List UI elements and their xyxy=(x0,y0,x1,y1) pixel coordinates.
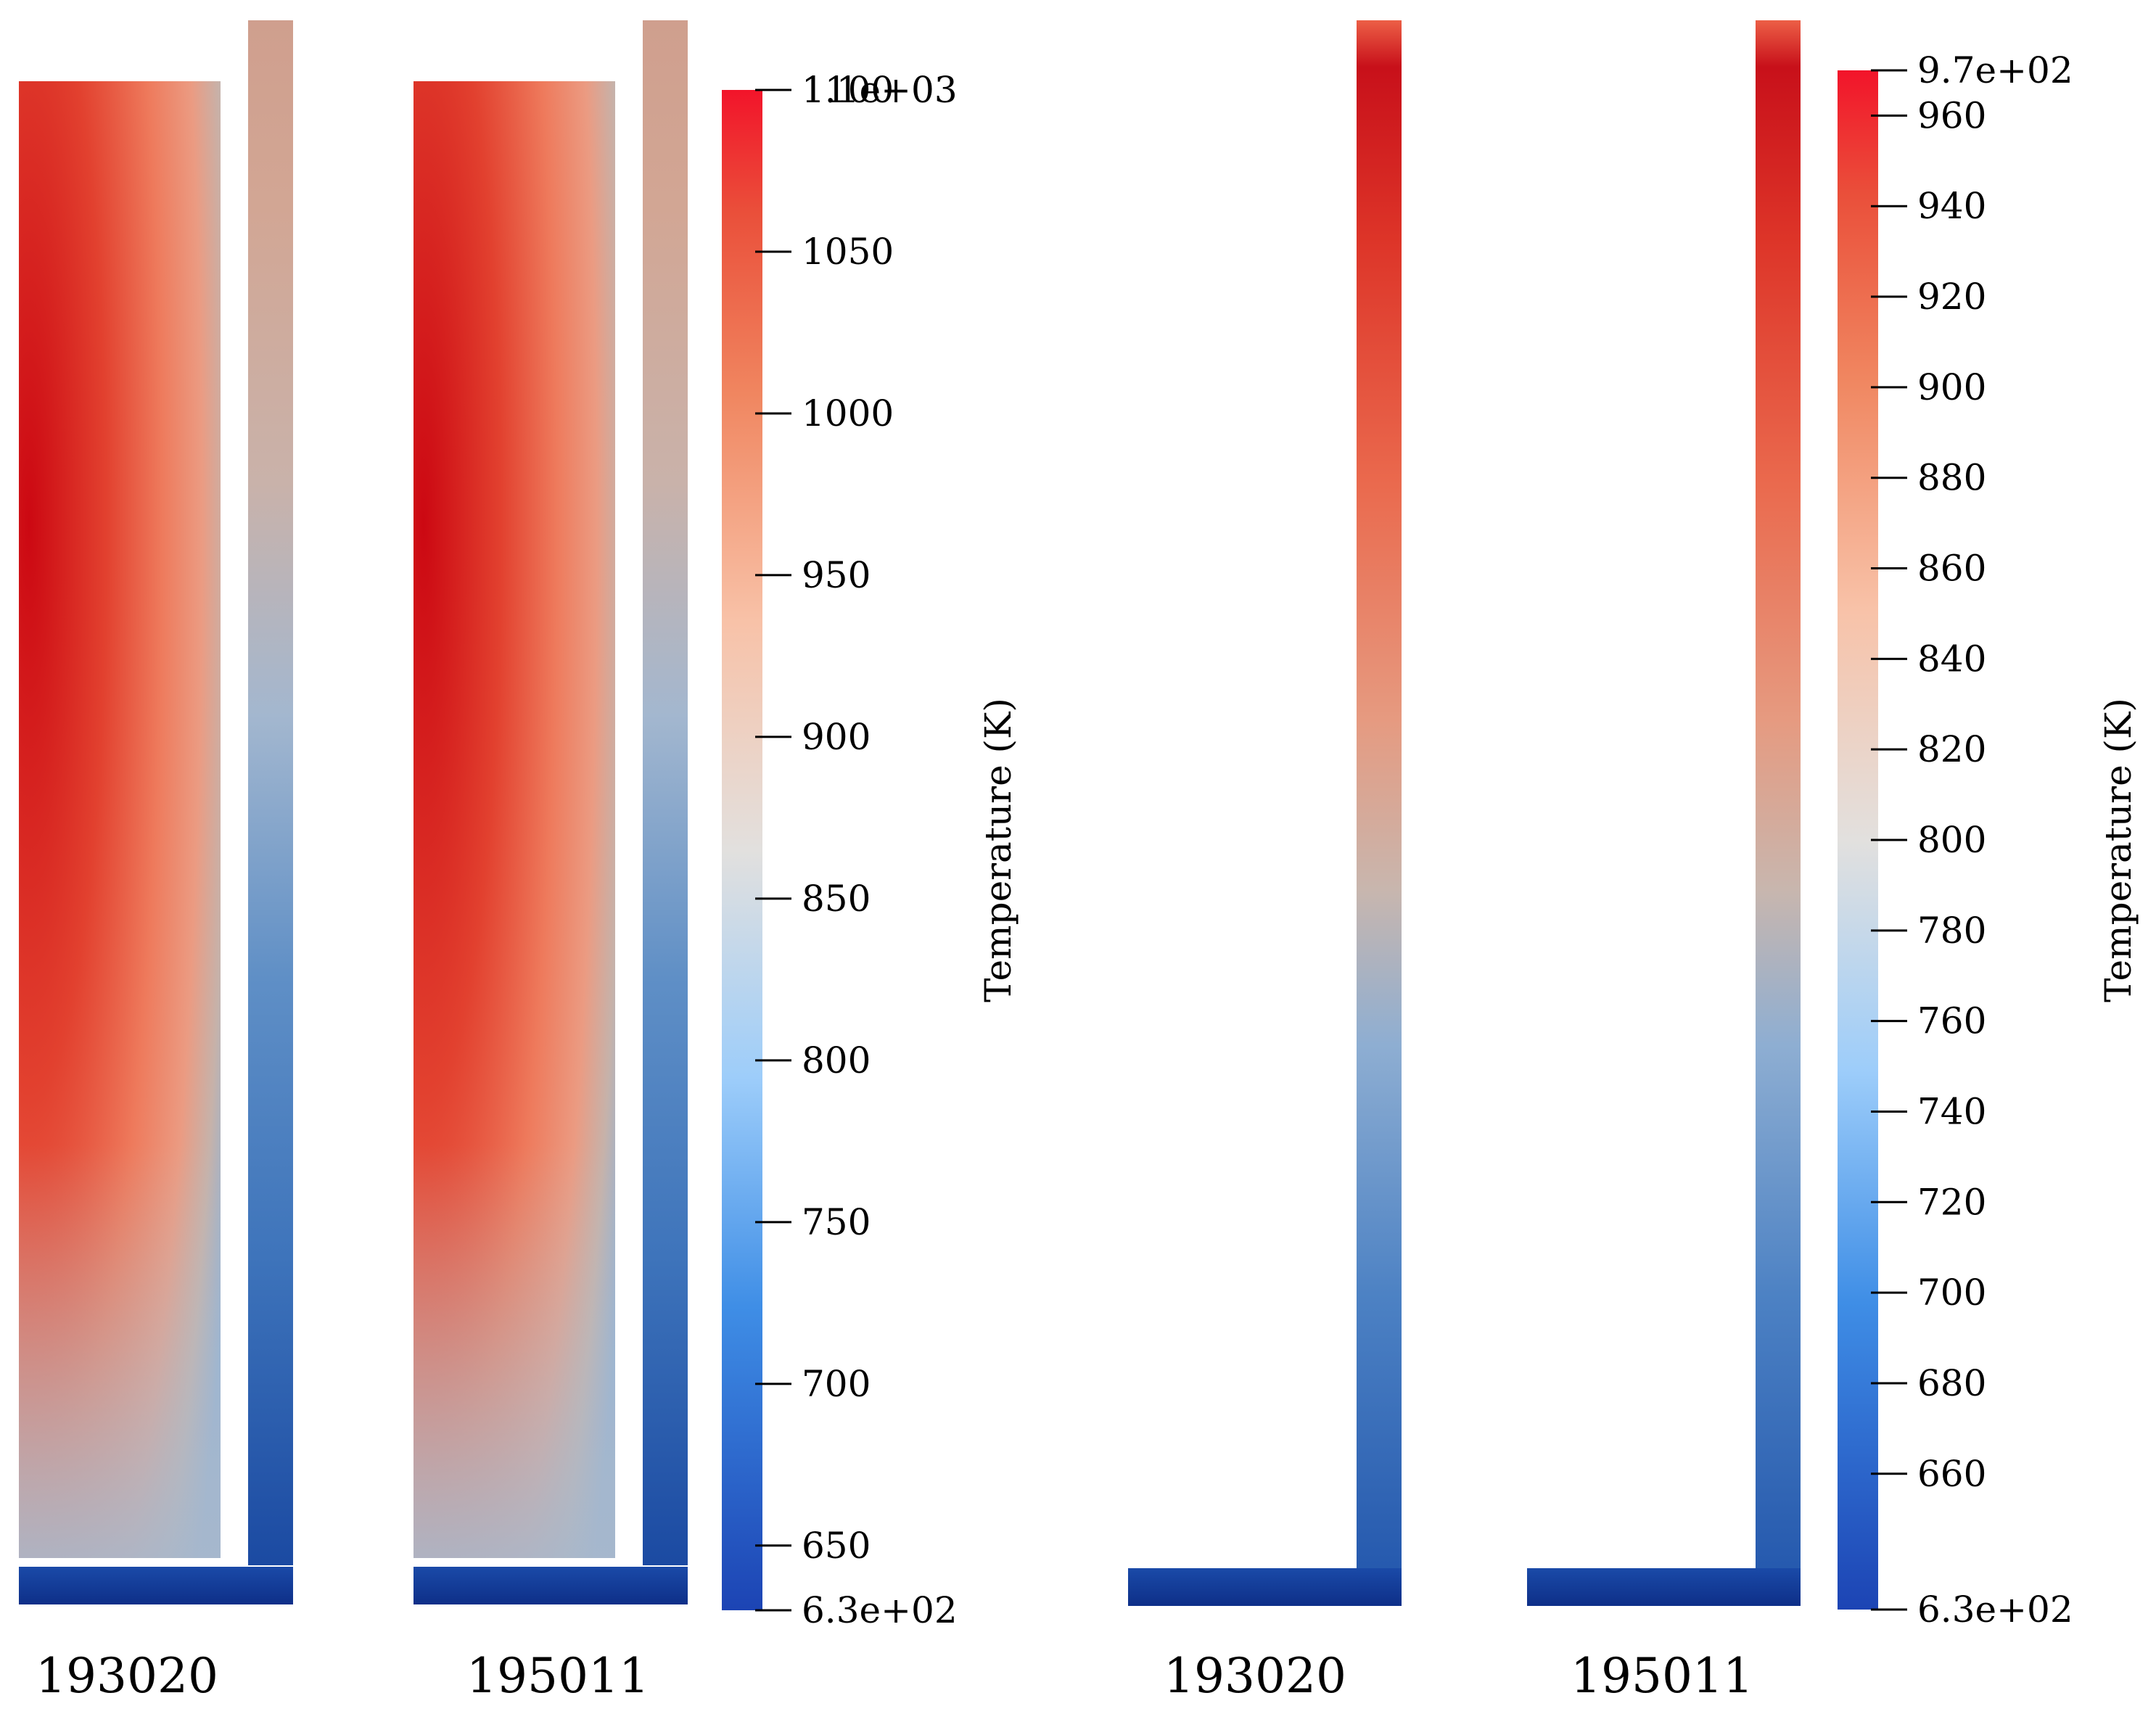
colorbar-tick-label: 660 xyxy=(1917,1453,1986,1495)
colorbar-tick-label: 1050 xyxy=(802,231,894,273)
colorbar-tick-label: 880 xyxy=(1917,457,1986,499)
colorbar-tick-label: 740 xyxy=(1917,1090,1986,1132)
colorbar-tick-label: 750 xyxy=(802,1201,871,1243)
colorbar-left: 1.1e+03 650 700 750 800 850 900 950 1000 1050 1100… xyxy=(722,69,1019,1631)
right-panel-case-1 xyxy=(1128,20,1402,1606)
base-pipe xyxy=(413,1567,688,1604)
case-label: 193020 xyxy=(1164,1648,1346,1704)
colorbar-ticks: 1.1e+03 650 700 750 800 850 900 950 1000 1050 1100… xyxy=(755,69,958,1631)
colorbar-title: Temperature (K) xyxy=(977,698,1019,1002)
riser-pipe xyxy=(248,20,293,1565)
colorbar-title: Temperature (K) xyxy=(2097,698,2139,1002)
colorbar-tick-label: 1.1e+03 xyxy=(802,69,958,111)
colorbar-tick-label: 800 xyxy=(1917,819,1986,861)
case-label: 195011 xyxy=(1571,1648,1753,1704)
colorbar-tick-label: 900 xyxy=(1917,366,1986,408)
right-panel-case-2 xyxy=(1527,20,1801,1606)
colorbar-tick-label: 850 xyxy=(802,878,871,920)
colorbar-tick-label: 760 xyxy=(1917,1000,1986,1042)
base-pipe xyxy=(1527,1568,1801,1606)
case-label: 193020 xyxy=(36,1648,218,1704)
left-panel-case-1 xyxy=(19,20,293,1604)
colorbar-tick-label: 940 xyxy=(1917,185,1986,227)
colorbar-tick-label: 6.3e+02 xyxy=(1917,1589,2073,1631)
colorbar-tick-label: 650 xyxy=(802,1525,871,1567)
base-pipe xyxy=(19,1567,293,1604)
colorbar-right: 9.7e+02 660 680 700 720 740 760 780 800 820 840 860… xyxy=(1838,49,2139,1631)
colorbar-tick-label: 780 xyxy=(1917,910,1986,952)
colorbar-tick-label: 6.3e+02 xyxy=(802,1589,958,1631)
colorbar-tick-label: 700 xyxy=(802,1363,871,1405)
colorbar-tick-label: 820 xyxy=(1917,728,1986,770)
colorbar-tick-label: 1000 xyxy=(802,392,894,434)
colorbar-tick-label: 900 xyxy=(802,716,871,758)
riser-pipe xyxy=(1357,20,1402,1573)
colorbar-tick-label: 700 xyxy=(1917,1272,1986,1314)
heater-block-shade xyxy=(19,81,221,1558)
colorbar-tick-label: 960 xyxy=(1917,94,1986,136)
colorbar-tick-label: 680 xyxy=(1917,1362,1986,1404)
base-pipe xyxy=(1128,1568,1402,1606)
colorbar-ticks: 9.7e+02 660 680 700 720 740 760 780 800 820 840 860… xyxy=(1871,49,2073,1631)
colorbar-tick-label: 860 xyxy=(1917,548,1986,590)
colorbar-tick-label: 840 xyxy=(1917,638,1986,680)
heater-block-shade xyxy=(413,81,615,1558)
colorbar-tick-label: 9.7e+02 xyxy=(1917,49,2073,91)
colorbar-tick-label: 800 xyxy=(802,1039,871,1081)
left-panel-case-2 xyxy=(413,20,688,1604)
colorbar-tick-label: 720 xyxy=(1917,1181,1986,1223)
riser-pipe xyxy=(1756,20,1801,1573)
case-label: 195011 xyxy=(466,1648,649,1704)
riser-pipe xyxy=(643,20,688,1565)
colorbar-gradient xyxy=(722,90,762,1610)
colorbar-tick-label: 1100 xyxy=(802,69,894,111)
colorbar-tick-label: 950 xyxy=(802,554,871,596)
colorbar-tick-label: 920 xyxy=(1917,276,1986,318)
